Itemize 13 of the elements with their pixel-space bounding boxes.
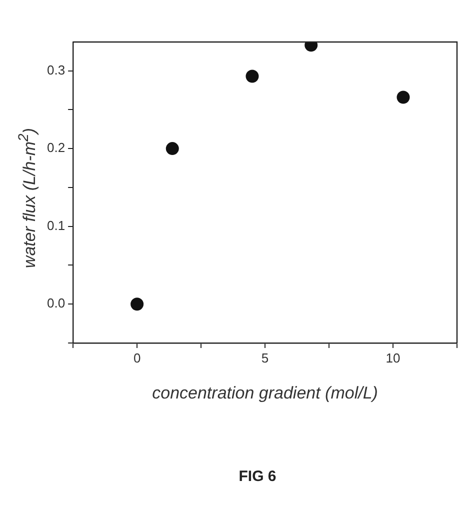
point [130,298,144,311]
x-tick-label: 5 [261,350,269,366]
x-tick-label: 10 [386,350,400,366]
y-tick-label: 0.3 [46,62,66,78]
y-tick-label: 0.0 [46,296,66,311]
point [246,70,259,83]
point [166,142,179,156]
x-axis-title: concentration gradient (mol/L) [152,384,378,403]
y-tick-label: 0.1 [46,218,66,233]
point [396,90,410,104]
x-tick-label: 0 [133,350,141,366]
caption: FIG 6 [238,468,278,485]
y-tick-label: 0.2 [46,140,66,156]
